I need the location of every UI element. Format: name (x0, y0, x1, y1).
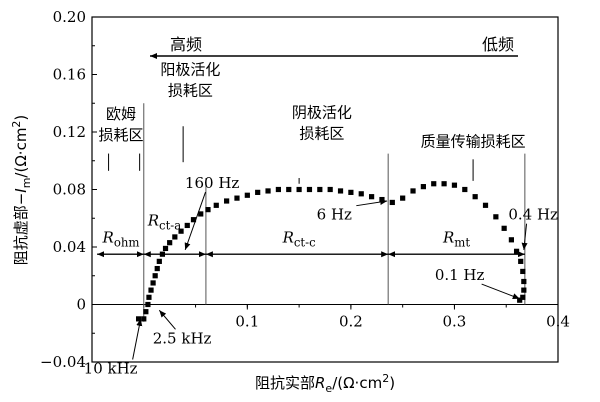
data-points (136, 181, 527, 322)
y-tick-label: 0.12 (53, 123, 86, 141)
region-label: 质量传输损耗区 (421, 132, 526, 150)
data-point (224, 198, 230, 204)
frequency-leader (481, 283, 520, 300)
data-point (190, 217, 197, 223)
data-point (420, 184, 426, 190)
data-point (441, 181, 447, 187)
data-point (152, 273, 158, 279)
data-point (154, 265, 160, 272)
data-point (145, 301, 151, 308)
frequency-leader (521, 223, 528, 250)
data-point (348, 189, 354, 195)
data-point (184, 222, 190, 229)
frequency-leader (132, 318, 143, 360)
data-point (337, 188, 344, 194)
data-point (521, 287, 527, 293)
region-label: 欧姆 (106, 105, 136, 123)
frequency-leader (356, 199, 388, 207)
y-tick-label: 0.16 (53, 66, 86, 84)
data-point (205, 207, 211, 213)
data-point (389, 199, 395, 206)
data-point (327, 186, 333, 193)
y-tick-label: 0.04 (53, 238, 86, 256)
region-label: 阴极活化 (292, 104, 352, 122)
data-point (517, 297, 523, 303)
x-tick-label: 0.1 (235, 313, 259, 331)
data-point (501, 225, 507, 231)
x-tick-label: 0.4 (546, 313, 570, 331)
data-point (143, 309, 149, 315)
axes: 0.1 0.2 0.3 0.4 −0.04 0 0.04 0.08 0.12 0.16 0.20 阻抗… (10, 8, 570, 395)
low-frequency-label: 低频 (482, 35, 514, 54)
y-axis-label: 阻抗虚部−Im/(Ω·cm2) (10, 115, 33, 266)
data-point (255, 189, 261, 195)
data-point (493, 214, 499, 220)
data-point (369, 194, 375, 200)
x-tick-label: 0.2 (339, 313, 363, 331)
data-point (141, 316, 147, 322)
data-point (159, 251, 166, 257)
frequency-label: 10 kHz (84, 360, 138, 378)
data-point (244, 192, 250, 198)
data-point (286, 186, 292, 193)
data-point (234, 195, 240, 201)
high-frequency-label: 高频 (170, 35, 202, 54)
frequency-label: 160 Hz (185, 174, 239, 192)
frequency-label: 2.5 kHz (153, 329, 212, 347)
data-point (198, 211, 204, 217)
data-point (410, 188, 416, 194)
data-point (265, 188, 271, 194)
x-axis-label: 阻抗实部Re/(Ω·cm2) (255, 372, 395, 395)
data-point (162, 245, 169, 252)
data-point (213, 202, 219, 208)
data-point (400, 195, 406, 201)
data-point (172, 234, 178, 240)
resistance-label: Rct-a (147, 211, 181, 232)
data-point (462, 186, 468, 193)
data-point (358, 191, 364, 197)
data-point (156, 258, 162, 264)
resistance-label: Rmt (442, 229, 470, 250)
y-tick-label: 0 (76, 296, 86, 314)
data-point (306, 186, 313, 193)
y-tick-label: 0.20 (53, 8, 86, 26)
data-point (451, 182, 458, 188)
x-tick-label: 0.3 (443, 313, 467, 331)
data-point (482, 202, 489, 208)
frequency-label: 6 Hz (317, 206, 352, 224)
data-point (148, 287, 154, 293)
data-point (167, 240, 173, 246)
data-point (317, 186, 323, 193)
data-point (521, 278, 527, 285)
data-point (146, 294, 152, 300)
frequency-label: 0.4 Hz (508, 206, 558, 224)
data-point (518, 258, 524, 264)
y-tick-label: −0.04 (40, 353, 86, 371)
resistance-label: Rohm (102, 229, 140, 250)
data-point (508, 237, 514, 243)
frequency-label: 0.1 Hz (435, 266, 485, 284)
data-point (472, 194, 478, 200)
region-label: 损耗区 (299, 125, 344, 143)
data-point (520, 294, 526, 300)
data-point (150, 280, 156, 286)
region-label: 阳极活化 (160, 61, 220, 79)
data-point (178, 228, 184, 234)
data-point (296, 186, 302, 193)
frequency-leader (158, 309, 176, 330)
data-point (431, 181, 437, 187)
data-point (513, 248, 520, 254)
data-point (520, 268, 526, 275)
region-label: 损耗区 (168, 82, 213, 100)
data-point (275, 186, 281, 193)
frequency-direction: 高频 低频 (150, 35, 518, 59)
resistance-arrows: Rohm Rct-a Rct-c Rmt (97, 211, 525, 258)
y-tick-label: 0.08 (53, 181, 86, 199)
region-label: 损耗区 (98, 126, 143, 144)
frequency-leader (184, 191, 206, 251)
resistance-label: Rct-c (282, 229, 316, 250)
